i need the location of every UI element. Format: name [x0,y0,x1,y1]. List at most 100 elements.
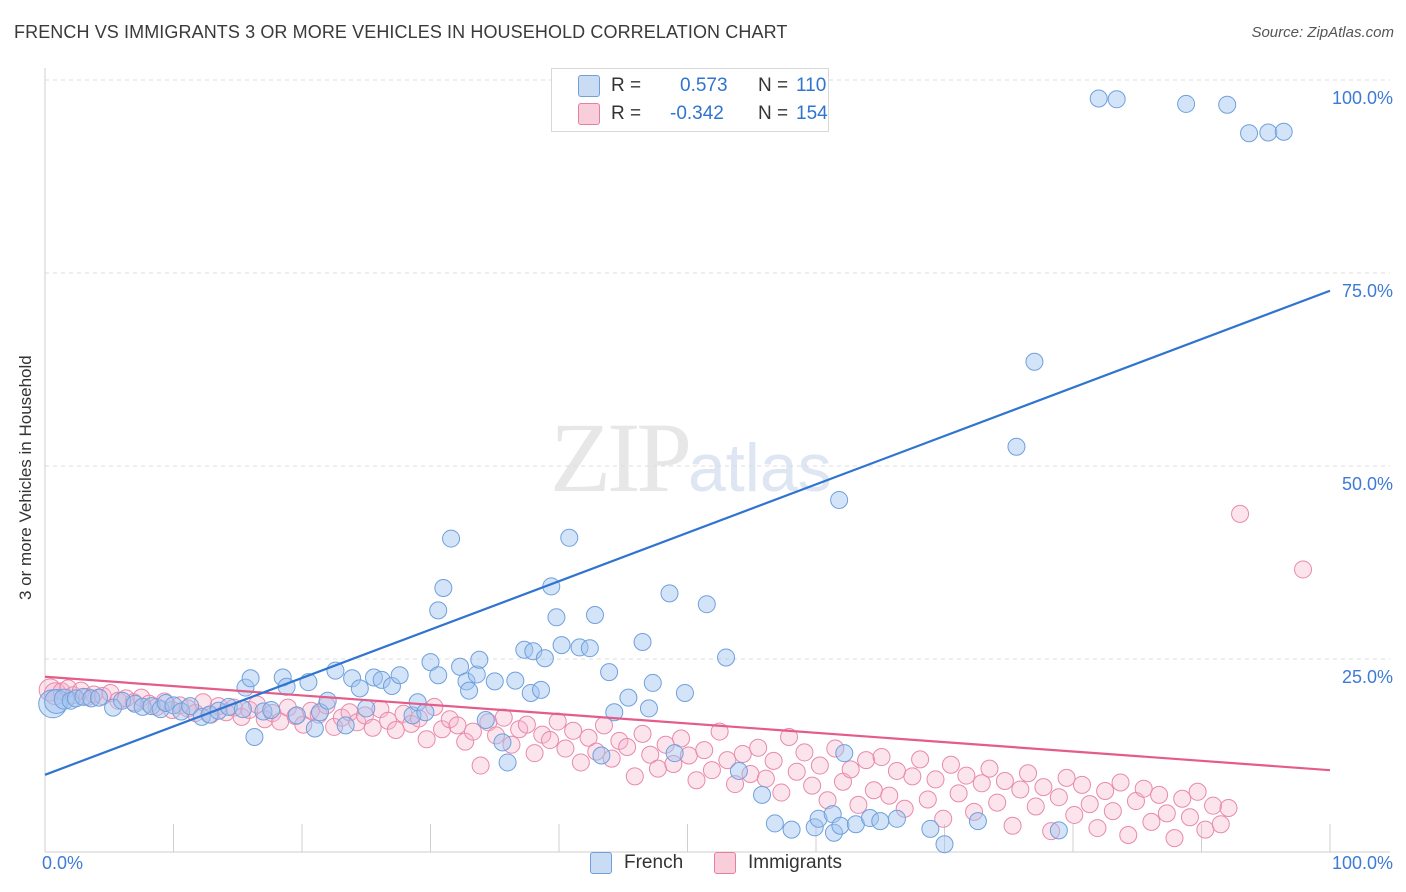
watermark: ZIPatlas [550,400,832,515]
immigrant-point [1211,815,1230,834]
french-point [241,669,260,688]
legend-r-immigrants: -0.342 [670,103,724,124]
immigrant-point [1157,804,1176,823]
french-point [921,819,940,838]
immigrant-point [232,707,251,726]
immigrant-point [710,722,729,741]
french-point [1025,352,1044,371]
chart-title: FRENCH VS IMMIGRANTS 3 OR MORE VEHICLES … [14,22,788,42]
french-point [493,733,512,752]
immigrant-point [456,732,475,751]
french-point [1259,123,1278,142]
immigrant-point [880,786,899,805]
immigrant-point [525,744,544,763]
legend-r-label: R = [611,75,642,96]
immigrant-point [872,748,891,767]
french-point [476,710,495,729]
immigrant-point [564,721,583,740]
immigrant-point [756,769,775,788]
french-point [1049,821,1068,840]
french-point [336,716,355,735]
immigrant-point [995,771,1014,790]
immigrant-point [702,761,721,780]
immigrant-point [1231,504,1250,523]
immigrant-point [448,716,467,735]
immigrant-point [1042,822,1061,841]
french-point [434,578,453,597]
immigrant-point [1096,782,1115,801]
immigrant-point [695,741,714,760]
french-point [600,663,619,682]
french-point [697,595,716,614]
immigrant-point [1003,816,1022,835]
watermark-zip: ZIP [550,402,692,513]
immigrant-point [602,749,621,768]
x-tick-label-max: 100.0% [1332,853,1393,873]
french-point [429,666,448,685]
immigrant-point [1057,768,1076,787]
immigrant-point [363,718,382,737]
immigrant-point [1204,796,1223,815]
immigrant-point [1103,802,1122,821]
watermark-atlas: atlas [688,430,832,506]
french-point [560,528,579,547]
french-point [619,688,638,707]
french-point [515,640,534,659]
immigrant-point [818,791,837,810]
french-point [1107,90,1126,109]
french-point [485,672,504,691]
immigrant-point [1119,826,1138,845]
french-point [521,683,540,702]
immigrant-point [386,721,405,740]
immigrant-point [841,760,860,779]
french-point [82,689,101,708]
immigrant-point [980,759,999,778]
immigrant-point [625,767,644,786]
french-point [104,698,123,717]
correlation-legend: R = 0.573 N = 110 R = -0.342 N = 154 [551,68,829,132]
immigrant-point [548,712,567,731]
immigrant-point [487,726,506,745]
french-point [1240,124,1259,143]
legend-n-french: 110 [796,75,827,96]
immigrant-point [1134,779,1153,798]
immigrant-point [1034,778,1053,797]
immigrant-point [471,756,490,775]
immigrant-point [1049,788,1068,807]
y-tick-label: 100.0% [1332,88,1393,108]
french-point [390,666,409,685]
legend-swatch-immigrants [578,103,600,125]
immigrant-point [733,744,752,763]
immigrant-point [541,731,560,750]
immigrant-point [795,743,814,762]
french-point [824,823,843,842]
legend-n-immigrants: 154 [796,103,828,124]
immigrants-trendline [44,675,1331,772]
french-point [639,699,658,718]
french-point [835,744,854,763]
french-point [506,671,525,690]
french-point [89,688,108,707]
french-point [209,701,228,720]
immigrant-point [494,708,513,727]
immigrant-point [1165,829,1184,848]
french-point [717,648,736,667]
immigrant-point [517,715,536,734]
immigrant-point [1072,775,1091,794]
immigrant-point [294,715,313,734]
immigrant-point [957,766,976,785]
immigrant-point [1196,820,1215,839]
french-point [372,670,391,689]
x-tick-label-min: 0.0% [42,853,83,873]
french-point [935,835,954,854]
immigrant-point [864,781,883,800]
french-point [552,636,571,655]
immigrant-point [749,738,768,757]
immigrant-point [857,751,876,770]
legend-n-label: N = [758,75,789,96]
french-point [809,809,828,828]
immigrant-point [780,727,799,746]
french-point [1218,95,1237,114]
french-point [172,702,191,721]
